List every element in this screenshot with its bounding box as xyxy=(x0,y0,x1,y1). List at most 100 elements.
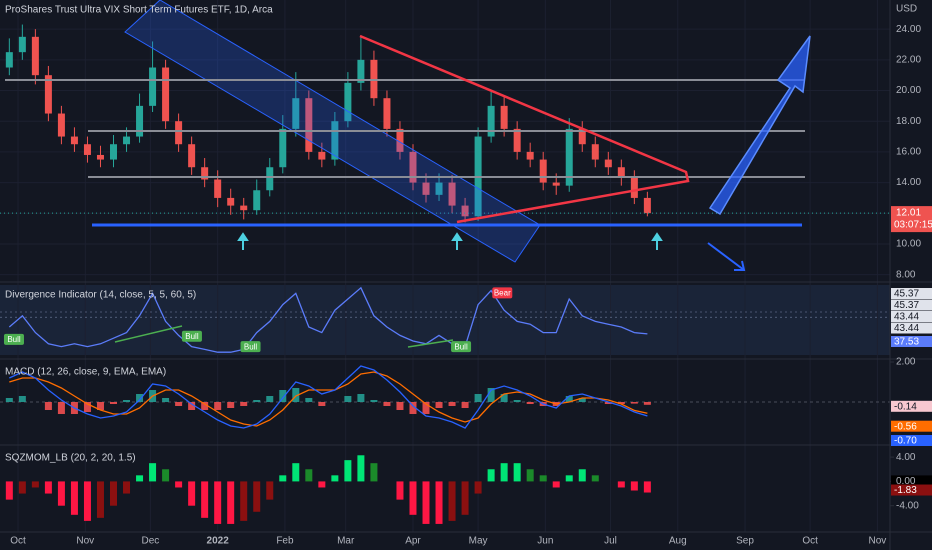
histogram-bar xyxy=(383,402,391,406)
histogram-bar xyxy=(500,394,508,402)
momentum-bar xyxy=(461,481,469,515)
momentum-bar xyxy=(31,481,39,488)
labels: Oct Nov Dec 2022 Feb Mar Apr May Jun Jul Aug Sep Oct… xyxy=(3,4,932,547)
momentum-bar xyxy=(136,475,144,482)
candle-body xyxy=(305,98,313,152)
price-label: -0.14 xyxy=(894,401,917,412)
signal-label: Bear xyxy=(494,289,511,298)
momentum-bar xyxy=(539,475,547,482)
candle-body xyxy=(448,182,456,206)
histogram-bar xyxy=(136,394,144,402)
indicator-title: SQZMOM_LB (20, 2, 20, 1.5) xyxy=(5,453,136,464)
momentum-bar xyxy=(630,481,638,491)
candle-body xyxy=(526,151,534,160)
price-label-box xyxy=(891,336,932,347)
histogram-bar xyxy=(83,402,91,412)
y-tick-label: 16.00 xyxy=(896,147,921,158)
signal-label: Bull xyxy=(454,342,468,351)
candle-body xyxy=(18,36,26,53)
indicator-line xyxy=(9,371,648,427)
histogram-bar xyxy=(188,402,196,410)
histogram-bar xyxy=(253,400,261,402)
candle-body xyxy=(253,190,261,211)
candle-body xyxy=(123,136,131,145)
x-tick-label: Sep xyxy=(736,536,754,547)
signal-label: Bull xyxy=(7,335,21,344)
momentum-bar xyxy=(162,469,170,482)
y-tick-label: 10.00 xyxy=(896,239,921,250)
candle-body xyxy=(5,52,13,68)
histogram-bar xyxy=(279,390,287,402)
histogram-bar xyxy=(617,402,625,404)
y-tick-label: -4.00 xyxy=(896,500,919,511)
momentum-bar xyxy=(83,481,91,521)
candle-body xyxy=(96,154,104,160)
candle-body xyxy=(500,105,508,129)
x-tick-label: Oct xyxy=(802,536,818,547)
momentum-bar xyxy=(110,481,118,506)
momentum-bar xyxy=(149,463,157,482)
histogram-bar xyxy=(604,402,612,404)
momentum-bar xyxy=(305,469,313,482)
histogram-bar xyxy=(201,402,209,410)
price-label-box xyxy=(891,484,932,496)
last-price-box xyxy=(891,206,932,233)
candle-body xyxy=(552,182,560,186)
histogram-bar xyxy=(227,402,235,408)
momentum-bar xyxy=(279,475,287,482)
histogram-bar xyxy=(123,400,131,402)
y-tick-label: 24.00 xyxy=(896,24,921,35)
momentum-bar xyxy=(201,481,209,518)
momentum-bar xyxy=(487,469,495,482)
signal-label: Bull xyxy=(244,342,258,351)
signal-box xyxy=(181,330,202,342)
y-tick-label: 22.00 xyxy=(896,54,921,65)
histogram-bar xyxy=(422,402,430,414)
momentum-bar xyxy=(591,475,599,482)
candle-body xyxy=(136,105,144,137)
candle-body xyxy=(643,197,651,214)
signal-box xyxy=(3,333,24,345)
y-tick-label: 14.00 xyxy=(896,177,921,188)
x-tick-label: May xyxy=(469,536,488,547)
candle-body xyxy=(83,144,91,155)
histogram-bar xyxy=(461,402,469,408)
histogram-bar xyxy=(110,402,118,404)
histogram-bar xyxy=(292,388,300,402)
signal-box xyxy=(451,341,472,353)
unit-label: USD xyxy=(896,4,917,15)
candle-body xyxy=(435,182,443,195)
big-arrow xyxy=(708,35,811,216)
signal-box xyxy=(240,341,261,353)
price-label-box xyxy=(891,400,932,412)
candle-body xyxy=(31,36,39,76)
down-arrow xyxy=(707,242,746,271)
momentum-bar xyxy=(96,481,104,518)
indicator-title: Divergence Indicator (14, close, 5, 5, 6… xyxy=(5,290,196,301)
histogram-bar xyxy=(357,394,365,402)
price-label: 45.37 xyxy=(894,289,919,300)
price-label-box xyxy=(891,288,932,299)
momentum-bar xyxy=(500,463,508,482)
candle-body xyxy=(617,167,625,178)
candle-body xyxy=(331,121,339,160)
marks xyxy=(0,0,894,532)
histogram-bar xyxy=(578,398,586,402)
momentum-bar xyxy=(578,469,586,482)
candle-body xyxy=(292,98,300,129)
chart-title: ProShares Trust Ultra VIX Short Term Fut… xyxy=(5,5,273,16)
candle-body xyxy=(318,151,326,160)
histogram-bar xyxy=(565,396,573,402)
indicator-line xyxy=(9,365,648,429)
momentum-bar xyxy=(214,481,222,524)
histogram-bar xyxy=(487,388,495,402)
countdown: 03:07:15 xyxy=(894,220,932,231)
zero-label-box xyxy=(891,475,932,488)
price-label: 45.37 xyxy=(894,300,919,311)
x-tick-label: Nov xyxy=(76,536,94,547)
histogram-bar xyxy=(474,394,482,402)
price-label: -1.83 xyxy=(894,485,917,496)
momentum-bar xyxy=(175,481,183,488)
momentum-bar xyxy=(240,481,248,521)
